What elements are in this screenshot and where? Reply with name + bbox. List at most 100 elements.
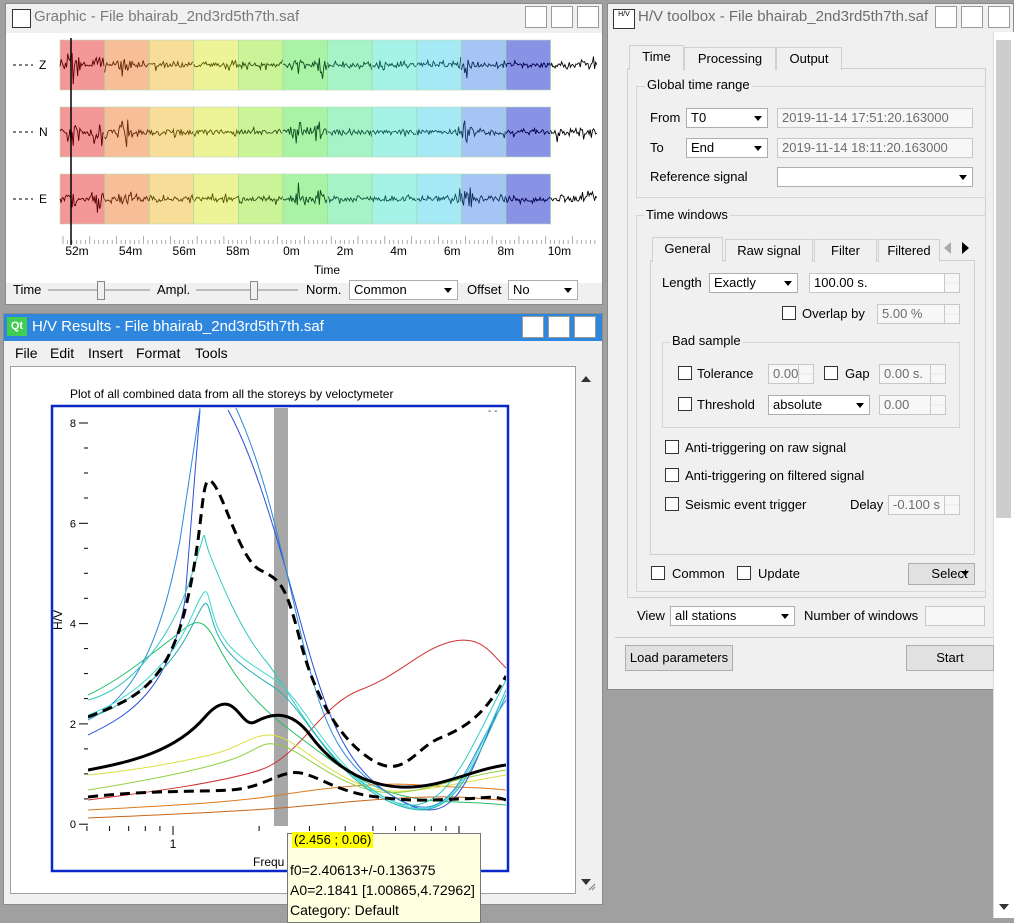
- threshold-spinbox[interactable]: 0.00: [879, 395, 946, 415]
- minimize-button[interactable]: [522, 316, 544, 338]
- group-title: Time windows: [644, 207, 730, 223]
- x-axis-label: Frequ: [253, 855, 284, 869]
- threshold-combo[interactable]: absolute: [768, 395, 870, 415]
- tab-label: Processing: [697, 51, 763, 66]
- delay-spinbox[interactable]: -0.100 s: [888, 495, 960, 515]
- tab[interactable]: Raw signal: [725, 239, 813, 262]
- checkbox-label: Common: [672, 566, 725, 581]
- close-button[interactable]: [574, 316, 596, 338]
- view-combo[interactable]: all stations: [670, 606, 795, 626]
- group-box: [636, 86, 986, 198]
- load-parameters-button[interactable]: Load parameters: [625, 645, 733, 671]
- checkbox[interactable]: [651, 566, 665, 580]
- time-tick-label: 0m: [283, 244, 300, 258]
- tab[interactable]: Filter: [814, 239, 877, 262]
- maximize-button[interactable]: [551, 6, 573, 28]
- scroll-down-arrow[interactable]: [999, 904, 1009, 910]
- window-title: Graphic - File bhairab_2nd3rd5th7th.saf: [34, 8, 300, 25]
- tab-left-arrow[interactable]: [944, 242, 951, 254]
- combo-text: No: [513, 282, 530, 297]
- select-button[interactable]: Select: [908, 563, 975, 585]
- tab[interactable]: Processing: [684, 47, 776, 70]
- combo-text: Common: [354, 282, 407, 297]
- close-button[interactable]: [577, 6, 599, 28]
- menu-item[interactable]: Tools: [195, 345, 228, 361]
- waveform: [59, 192, 105, 213]
- tooltip-position: (2.456 ; 0.06): [292, 832, 374, 848]
- waveform: [104, 58, 149, 77]
- minimize-button[interactable]: [935, 6, 957, 28]
- vertical-scrollbar[interactable]: [576, 366, 597, 894]
- field-text: 2019-11-14 18:11:20.163000: [782, 140, 948, 155]
- gap-spinbox[interactable]: 0.00 s.: [879, 364, 946, 384]
- from-combo[interactable]: T0: [686, 108, 768, 128]
- label: Reference signal: [650, 169, 748, 184]
- curve: [88, 622, 506, 806]
- checkbox[interactable]: [678, 366, 692, 380]
- checkbox[interactable]: [678, 397, 692, 411]
- waveform: [460, 187, 506, 208]
- close-button[interactable]: [988, 6, 1010, 28]
- y-tick-label: 4: [70, 619, 76, 631]
- norm-combo[interactable]: Common: [349, 280, 458, 300]
- checkbox[interactable]: [665, 497, 679, 511]
- field-text: 0.00: [773, 366, 799, 381]
- from-field: 2019-11-14 17:51:20.163000: [777, 108, 973, 128]
- tab[interactable]: Time: [629, 45, 684, 70]
- window-band: [282, 39, 328, 91]
- resize-grip: [588, 883, 596, 891]
- checkbox-label: Gap: [845, 366, 870, 381]
- curve: [88, 409, 506, 811]
- length-spinbox[interactable]: 100.00 s.: [809, 273, 960, 293]
- button-text: Load parameters: [629, 650, 729, 665]
- tab-right-arrow[interactable]: [962, 242, 969, 254]
- tab[interactable]: Filtered: [878, 239, 940, 262]
- slider-thumb[interactable]: [250, 281, 258, 300]
- checkbox[interactable]: [665, 440, 679, 454]
- slider-thumb[interactable]: [97, 281, 105, 300]
- plot-frame: [50, 404, 510, 873]
- waveform: [237, 125, 283, 136]
- field-text: 0.00 s.: [884, 366, 924, 381]
- minimize-button[interactable]: [525, 6, 547, 28]
- ampl-slider[interactable]: [196, 289, 298, 291]
- checkbox-label: Tolerance: [697, 366, 754, 381]
- reference-signal-combo[interactable]: [777, 167, 973, 187]
- y-tick-label: 8: [70, 418, 76, 430]
- tab[interactable]: General: [652, 237, 723, 262]
- to-field: 2019-11-14 18:11:20.163000: [777, 138, 973, 158]
- curve: [88, 743, 506, 794]
- menu-item[interactable]: Insert: [88, 345, 124, 361]
- waveform: [550, 190, 598, 204]
- y-tick-label: 6: [70, 518, 76, 530]
- start-button[interactable]: Start: [906, 645, 994, 671]
- qt-icon: Qt: [7, 317, 27, 336]
- scroll-thumb[interactable]: [996, 40, 1011, 518]
- channel-label: E: [39, 192, 47, 206]
- checkbox[interactable]: [782, 306, 796, 320]
- window-band: [148, 39, 195, 91]
- tolerance-spinbox[interactable]: 0.00: [768, 364, 814, 384]
- time-tick-label: 2m: [337, 244, 354, 258]
- maximize-button[interactable]: [548, 316, 570, 338]
- sheet-background: [10, 366, 576, 894]
- y-tick-label: 0: [70, 819, 76, 831]
- offset-combo[interactable]: No: [508, 280, 578, 300]
- waveform: [371, 194, 417, 203]
- overlap-spinbox[interactable]: 5.00 %: [877, 304, 960, 324]
- window-band: [282, 173, 328, 225]
- checkbox[interactable]: [665, 468, 679, 482]
- checkbox[interactable]: [737, 566, 751, 580]
- channel-label: Z: [39, 58, 46, 72]
- tab[interactable]: Output: [776, 47, 842, 70]
- menu-item[interactable]: Edit: [50, 345, 75, 361]
- to-combo[interactable]: End: [686, 138, 768, 158]
- time-tick-label: 8m: [497, 244, 514, 258]
- maximize-button[interactable]: [961, 6, 983, 28]
- length-combo[interactable]: Exactly: [709, 273, 798, 293]
- time-tick-label: 6m: [444, 244, 461, 258]
- menu-item[interactable]: Format: [136, 345, 181, 361]
- checkbox[interactable]: [824, 366, 838, 380]
- menu-item[interactable]: File: [15, 345, 38, 361]
